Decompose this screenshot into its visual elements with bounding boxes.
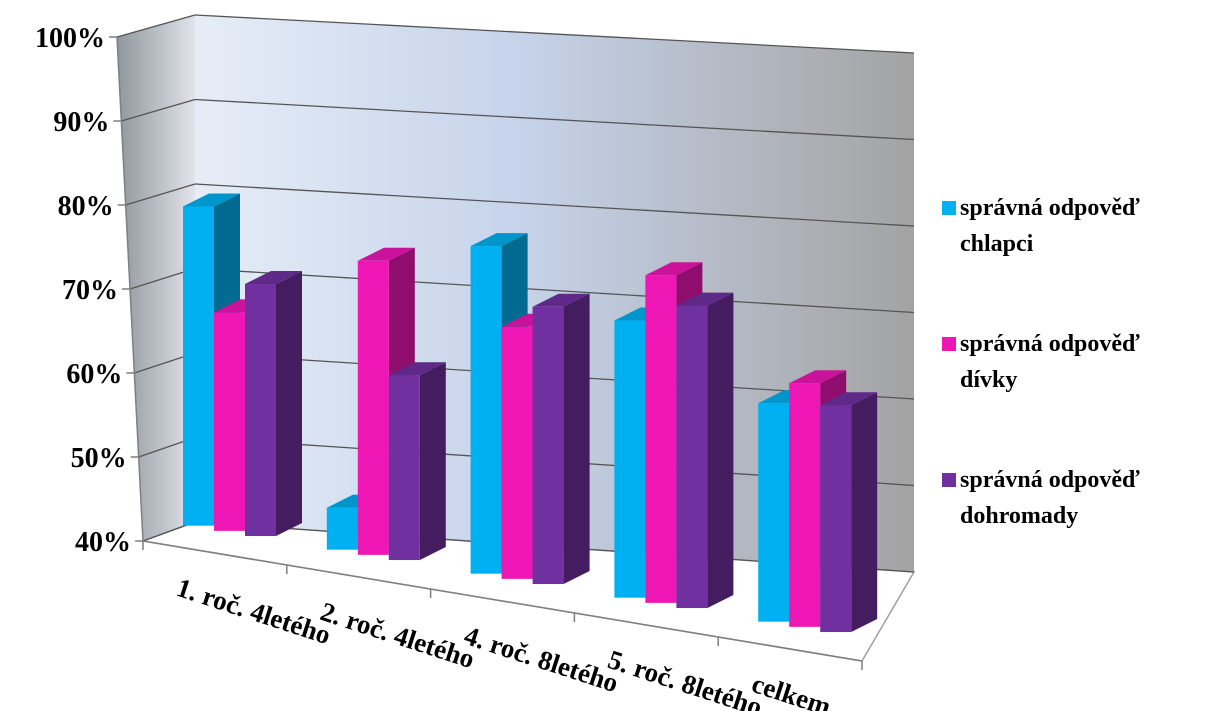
bar-top bbox=[645, 262, 703, 276]
y-tick-label: 40% bbox=[75, 527, 131, 558]
y-tick-label: 70% bbox=[62, 275, 118, 306]
y-tick-label: 80% bbox=[58, 191, 114, 222]
bar bbox=[532, 293, 590, 585]
bar-front bbox=[645, 275, 677, 603]
bar-front bbox=[501, 326, 533, 579]
bar-front bbox=[470, 246, 502, 574]
bar bbox=[820, 392, 878, 633]
bar-front bbox=[789, 383, 821, 627]
gridline bbox=[194, 183, 915, 227]
bars bbox=[183, 193, 878, 633]
gridline-side bbox=[121, 98, 196, 122]
bar-top bbox=[676, 292, 734, 306]
bar-front bbox=[676, 305, 708, 609]
x-tick-label: 5. roč. 8letého bbox=[604, 644, 765, 711]
bar-top bbox=[532, 293, 590, 307]
x-tick-label: 2. roč. 4letého bbox=[317, 596, 478, 674]
legend-label-chlapci: správná odpověď chlapci bbox=[960, 195, 1140, 257]
y-tick-label: 100% bbox=[35, 23, 105, 54]
bar-front bbox=[214, 312, 245, 531]
bar-front bbox=[614, 320, 646, 598]
gridline bbox=[194, 267, 915, 314]
bar-top bbox=[245, 271, 302, 284]
bar bbox=[388, 362, 446, 561]
bar-front bbox=[388, 375, 420, 561]
x-tick-label: 1. roč. 4letého bbox=[173, 572, 334, 650]
bar-top bbox=[789, 370, 847, 384]
bar-front bbox=[183, 206, 214, 526]
bar-front bbox=[245, 284, 276, 537]
gridline bbox=[194, 98, 915, 141]
y-axis bbox=[109, 36, 863, 670]
bar-side bbox=[563, 293, 590, 584]
x-tick-label: 4. roč. 8letého bbox=[461, 620, 622, 698]
bar-front bbox=[532, 306, 564, 585]
legend-label-divky: správná odpověď dívky bbox=[960, 331, 1140, 393]
gridline-side bbox=[125, 183, 196, 206]
y-tick-labels: 40% 50% 60% 70% 80% 90% 100% bbox=[35, 23, 131, 558]
bar-top bbox=[388, 362, 446, 376]
legend-swatch-dohromady bbox=[942, 473, 956, 487]
y-tick-label: 50% bbox=[71, 443, 127, 474]
gridline bbox=[194, 14, 915, 54]
x-axis-line bbox=[142, 540, 863, 662]
bar-top bbox=[820, 392, 878, 406]
bar-front bbox=[326, 507, 358, 550]
bar-top bbox=[183, 193, 240, 207]
y-tick-label: 90% bbox=[53, 107, 109, 138]
bar bbox=[676, 292, 734, 609]
gridline-side bbox=[116, 14, 196, 38]
bar-side bbox=[419, 362, 446, 560]
legend-swatch-chlapci bbox=[942, 201, 956, 215]
bar bbox=[245, 271, 302, 537]
legend-label-dohromady: správná odpověď dohromady bbox=[960, 467, 1140, 529]
bar-top bbox=[357, 247, 415, 261]
legend-swatch-divky bbox=[942, 337, 956, 351]
bar-side bbox=[851, 392, 878, 632]
y-tick-label: 60% bbox=[66, 359, 122, 390]
bar-front bbox=[357, 260, 389, 555]
bar-front bbox=[758, 403, 790, 622]
bar-side bbox=[707, 292, 734, 608]
bar-top bbox=[470, 233, 528, 247]
bar-front bbox=[820, 405, 852, 633]
bar-side bbox=[276, 271, 302, 536]
